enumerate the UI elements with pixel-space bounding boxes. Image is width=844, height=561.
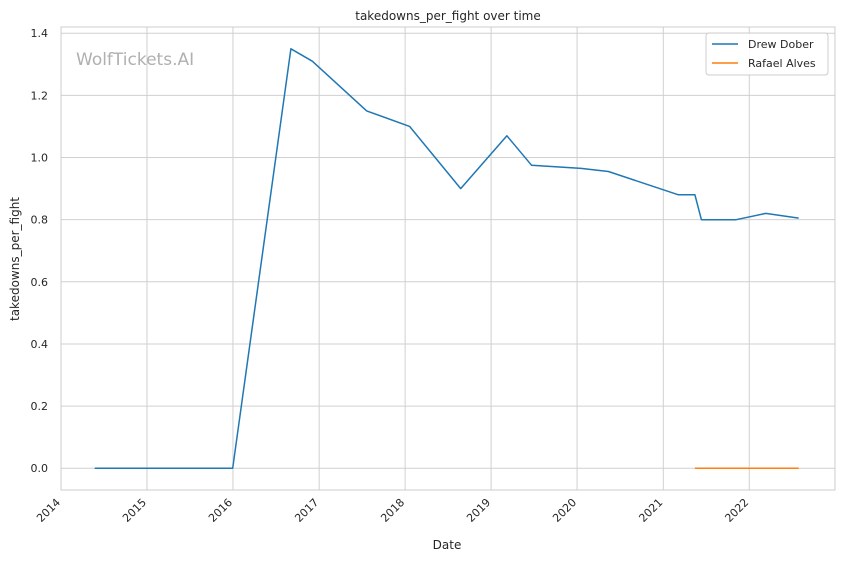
- watermark: WolfTickets.AI: [76, 50, 194, 70]
- legend-entry: Rafael Alves: [748, 57, 816, 70]
- y-tick-label: 0.0: [31, 462, 49, 475]
- y-tick-label: 1.0: [31, 152, 49, 165]
- legend-entry: Drew Dober: [748, 38, 814, 51]
- y-tick-label: 0.4: [31, 338, 49, 351]
- y-tick-label: 1.4: [31, 27, 49, 40]
- y-axis-ticks: 0.0 0.2 0.4 0.6 0.8 1.0 1.2 1.4: [31, 27, 49, 475]
- y-tick-label: 1.2: [31, 89, 49, 102]
- series-line-1: [94, 48, 799, 469]
- legend: Drew Dober Rafael Alves: [705, 32, 829, 76]
- y-tick-label: 0.6: [31, 276, 49, 289]
- y-tick-label: 0.8: [31, 214, 49, 227]
- chart-title: takedowns_per_fight over time: [355, 9, 541, 23]
- plot-frame: [60, 26, 836, 491]
- y-axis-label: takedowns_per_fight: [8, 197, 22, 321]
- y-tick-label: 0.2: [31, 400, 49, 413]
- x-axis-label: Date: [433, 538, 462, 552]
- series: [94, 48, 799, 469]
